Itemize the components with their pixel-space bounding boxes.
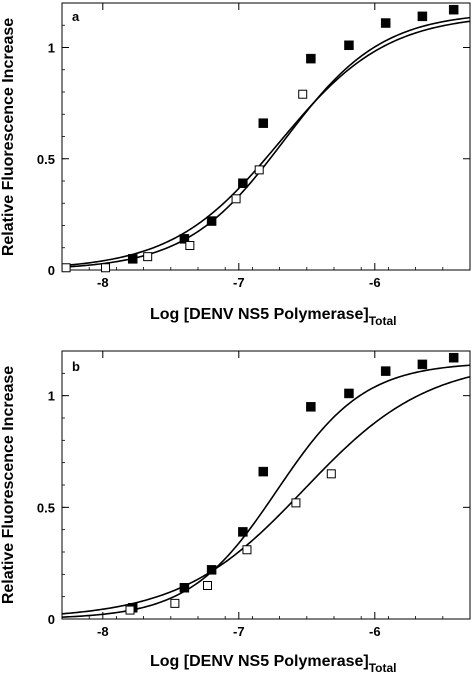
x-axis-label-main: Log [DENV NS5 Polymerase]: [150, 306, 369, 323]
data-point-open: [61, 263, 71, 273]
data-points: [125, 352, 459, 615]
data-point-filled: [238, 527, 248, 537]
data-point-open: [231, 194, 241, 204]
x-tick-label: -7: [233, 624, 245, 639]
data-point-filled: [417, 11, 428, 22]
fit-curves: [61, 364, 471, 618]
y-tick-label: 0: [48, 612, 55, 627]
plot-frame: [61, 350, 471, 620]
fit-curves: [61, 16, 471, 268]
data-point-filled: [179, 582, 190, 593]
panel-a: a -8 -7 -6 0 0.5 1 Relative Fluorescence Incr…: [0, 2, 471, 328]
data-point-open: [254, 165, 264, 175]
data-point-filled: [238, 178, 248, 188]
x-tick-label: -8: [97, 624, 109, 639]
data-point-filled: [380, 366, 391, 376]
x-axis-label-subscript: Total: [369, 661, 397, 675]
y-tick-label: 1: [48, 41, 55, 56]
data-point-open: [298, 89, 308, 99]
fit-curve: [61, 375, 471, 615]
x-tick-label: -7: [233, 275, 245, 290]
panel-b: b -8 -7 -6 0 0.5 1 Relative Fluorescence Incr…: [0, 350, 471, 675]
data-point-open: [185, 241, 195, 251]
fit-curve: [61, 16, 471, 268]
data-point-filled: [306, 402, 316, 412]
data-point-filled: [127, 254, 138, 264]
y-tick-label: 0: [48, 263, 55, 278]
data-point-open: [326, 469, 336, 479]
y-tick-label: 0.5: [37, 500, 55, 515]
y-tick-label: 1: [48, 389, 55, 404]
data-point-open: [170, 598, 180, 608]
x-axis-label: Log [DENV NS5 Polymerase]Total: [150, 306, 397, 328]
y-axis-label: Relative Fluorescence Increase: [0, 18, 17, 256]
tick-marks: -8 -7 -6 0 0.5 1: [37, 3, 470, 290]
x-axis-label-subscript: Total: [369, 314, 397, 328]
data-points: [61, 4, 459, 273]
data-point-open: [242, 545, 252, 555]
data-point-filled: [306, 53, 316, 64]
x-tick-label: -6: [369, 275, 381, 290]
data-point-filled: [344, 40, 354, 51]
data-point-open: [143, 252, 153, 262]
data-point-filled: [344, 388, 354, 399]
fit-curve: [61, 364, 471, 618]
x-tick-label: -6: [369, 624, 381, 639]
data-point-filled: [258, 466, 269, 477]
data-point-filled: [448, 4, 459, 15]
panel-label: a: [72, 9, 80, 24]
data-point-filled: [448, 352, 459, 363]
tick-marks: -8 -7 -6 0 0.5 1: [37, 351, 470, 639]
data-point-filled: [417, 359, 428, 370]
data-point-open: [291, 498, 301, 508]
data-point-filled: [179, 234, 190, 244]
y-axis-label: Relative Fluorescence Increase: [0, 366, 17, 604]
plot-frame: [61, 2, 471, 271]
data-point-filled: [380, 18, 391, 28]
panel-label: b: [72, 359, 80, 374]
data-point-filled: [206, 565, 217, 575]
data-point-open: [125, 605, 135, 615]
data-point-open: [101, 263, 111, 273]
y-tick-label: 0.5: [37, 152, 55, 167]
fit-curve: [61, 20, 471, 267]
x-axis-label: Log [DENV NS5 Polymerase]Total: [150, 653, 397, 675]
data-point-filled: [206, 216, 217, 226]
data-point-open: [203, 581, 213, 590]
data-point-filled: [258, 118, 269, 128]
x-tick-label: -8: [97, 275, 109, 290]
x-axis-label-main: Log [DENV NS5 Polymerase]: [150, 653, 369, 670]
